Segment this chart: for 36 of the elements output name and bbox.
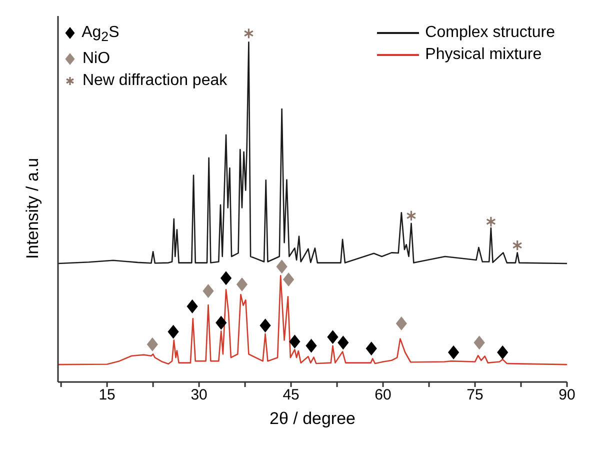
legend-label: Ag$_{2}$S bbox=[82, 24, 120, 44]
point bbox=[406, 210, 416, 222]
point bbox=[216, 316, 227, 330]
point bbox=[327, 330, 338, 344]
point bbox=[396, 316, 407, 330]
point bbox=[366, 342, 377, 356]
y-axis-title: Intensity / a.u bbox=[23, 158, 42, 259]
point bbox=[202, 284, 214, 298]
point bbox=[474, 336, 485, 350]
legend-label: NiO bbox=[82, 50, 110, 68]
point bbox=[168, 325, 179, 338]
point bbox=[147, 338, 158, 351]
point bbox=[186, 300, 198, 313]
point bbox=[306, 339, 317, 352]
point bbox=[236, 278, 248, 291]
x-tick-label: 60 bbox=[374, 386, 392, 404]
legend-label: New diffraction peak bbox=[82, 72, 228, 90]
point bbox=[260, 318, 271, 332]
point bbox=[220, 272, 232, 285]
point bbox=[497, 346, 508, 359]
point bbox=[289, 334, 300, 348]
x-tick-label: 75 bbox=[466, 386, 484, 404]
point bbox=[486, 216, 496, 228]
point bbox=[244, 28, 254, 40]
x-tick-label: 15 bbox=[98, 386, 116, 404]
point bbox=[338, 336, 349, 350]
legend-label: Physical mixture bbox=[425, 46, 542, 63]
legend-label: Complex structure bbox=[425, 24, 555, 41]
point bbox=[276, 260, 288, 274]
point bbox=[512, 240, 522, 251]
point bbox=[448, 346, 459, 359]
x-tick-label: 45 bbox=[282, 386, 300, 404]
x-tick-label: 30 bbox=[190, 386, 208, 404]
x-axis-title: 2θ / degree bbox=[269, 409, 356, 428]
x-tick-label: 90 bbox=[558, 386, 576, 404]
point bbox=[283, 272, 294, 286]
